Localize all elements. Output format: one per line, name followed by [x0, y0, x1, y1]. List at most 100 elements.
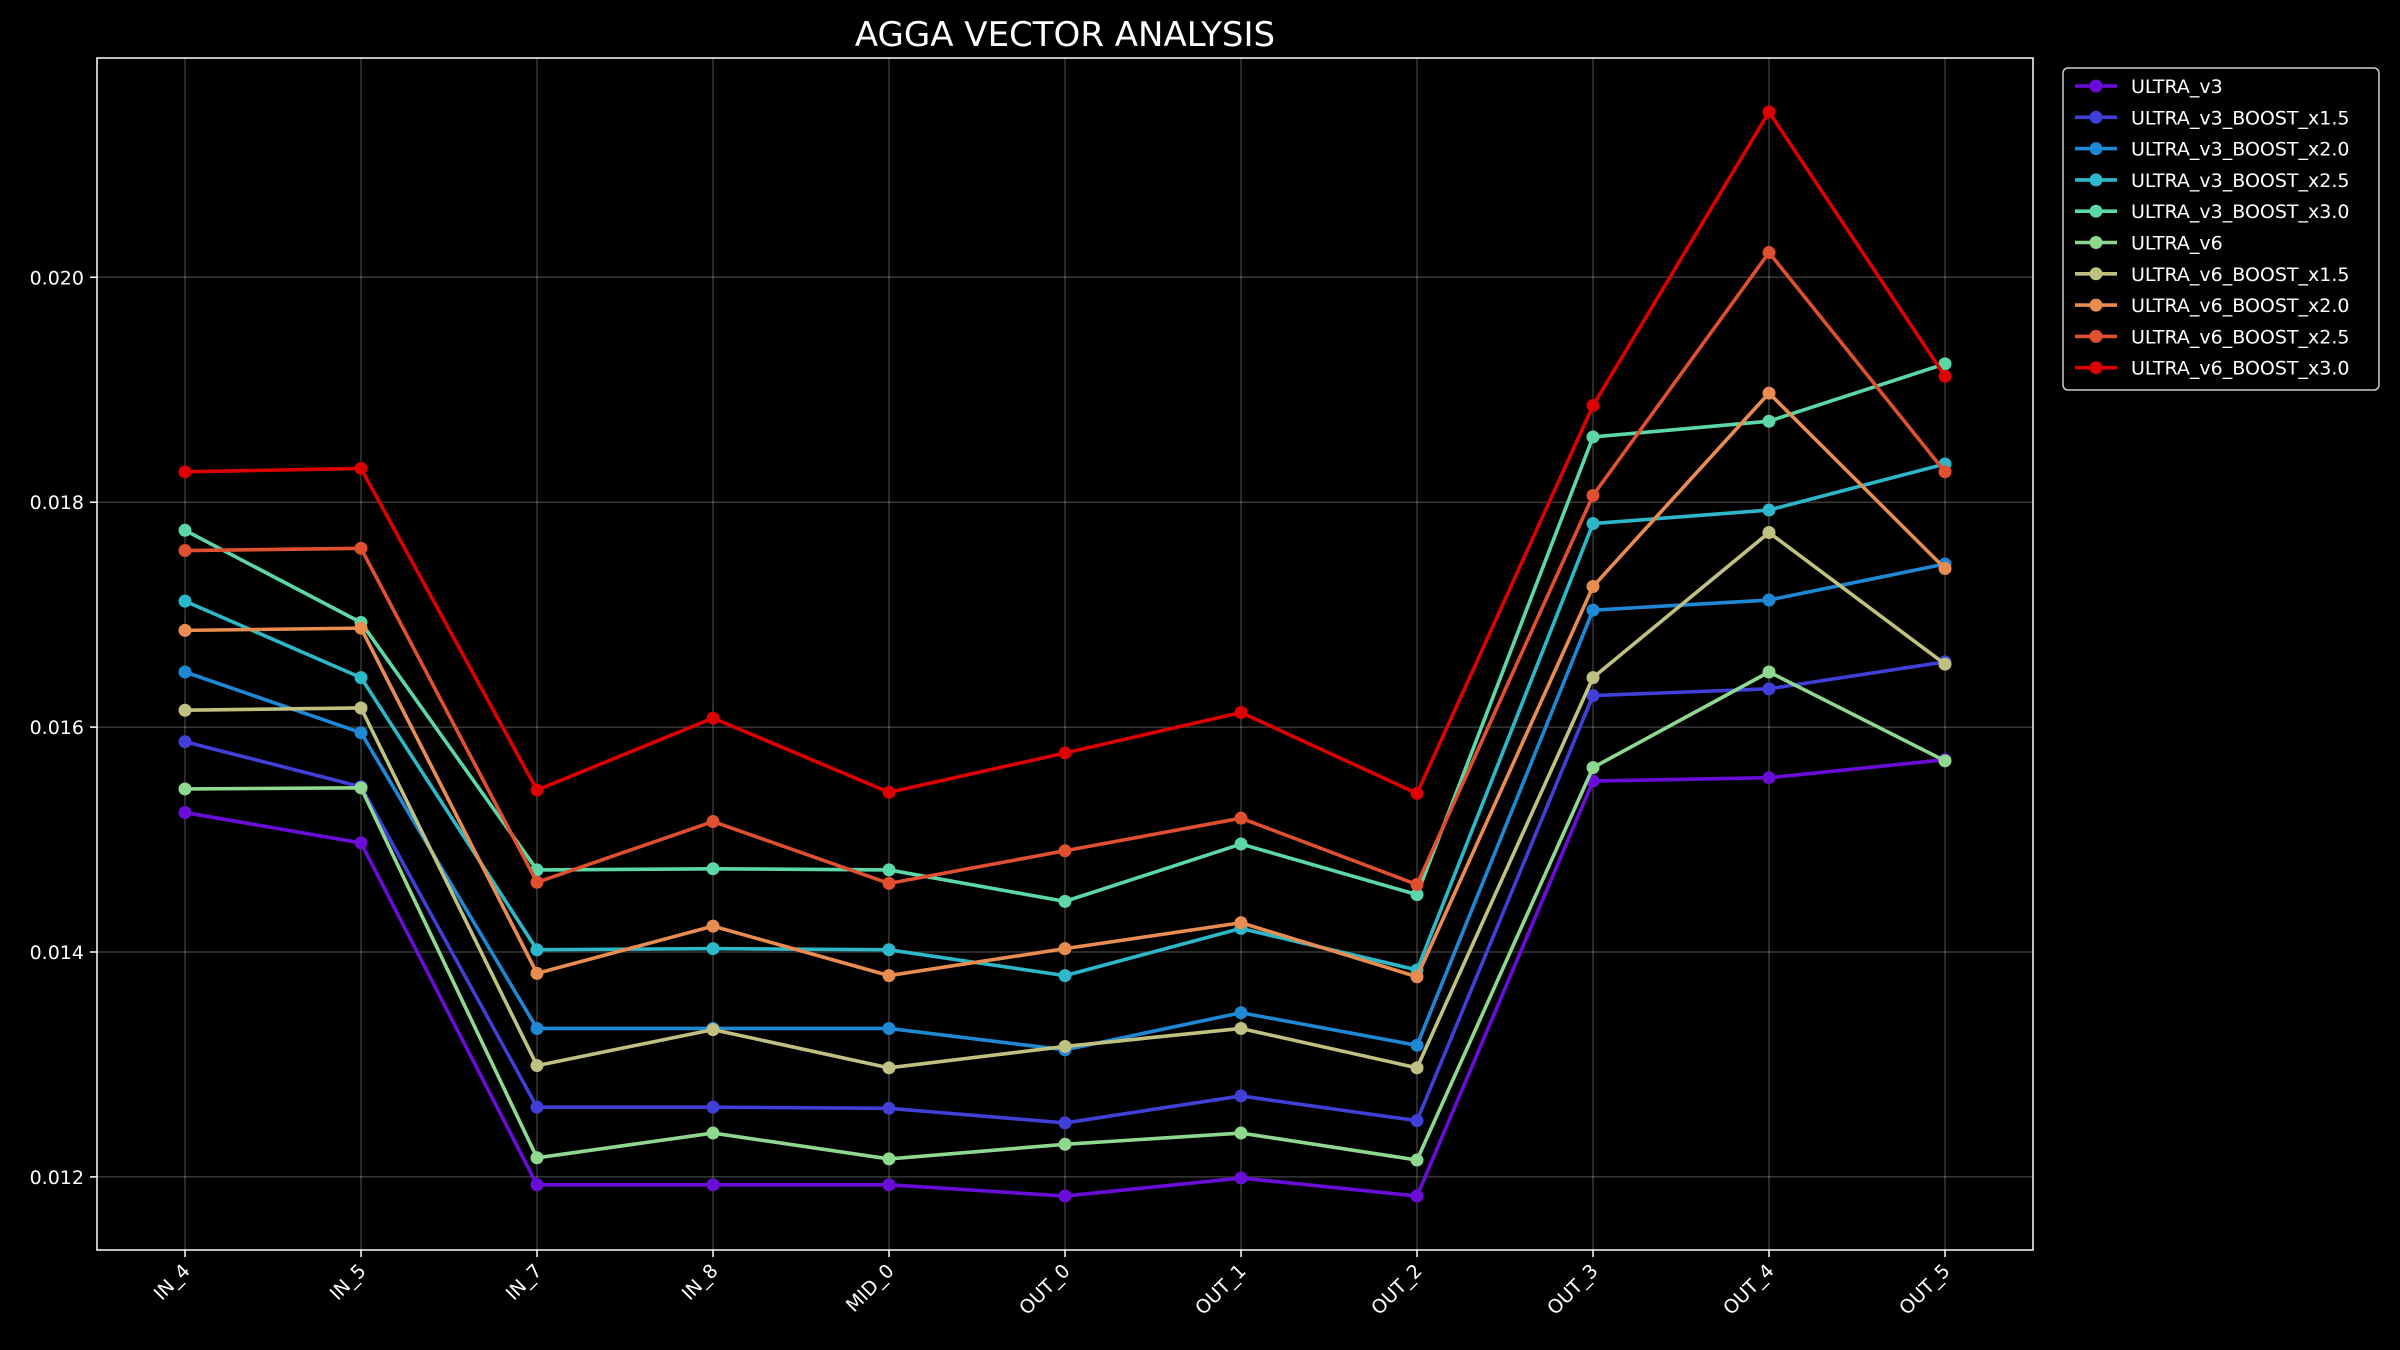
- legend-label: ULTRA_v3_BOOST_x2.5: [2131, 170, 2349, 192]
- data-point: [1586, 580, 1600, 594]
- data-point: [1234, 1126, 1248, 1140]
- data-point: [882, 1178, 896, 1192]
- data-point: [1058, 1039, 1072, 1053]
- data-point: [882, 863, 896, 877]
- data-point: [530, 783, 544, 797]
- data-point: [530, 966, 544, 980]
- data-point: [1410, 1061, 1424, 1075]
- legend: ULTRA_v3 ULTRA_v3_BOOST_x1.5 ULTRA_v3_BOOS…: [2062, 67, 2380, 391]
- data-point: [1234, 1006, 1248, 1020]
- data-point: [530, 1100, 544, 1114]
- series-ULTRA_v6: [178, 665, 1952, 1167]
- data-point: [882, 1061, 896, 1075]
- series-lines: [178, 105, 1952, 1203]
- legend-marker: [2089, 79, 2103, 93]
- data-point: [530, 1059, 544, 1073]
- data-point: [178, 594, 192, 608]
- data-point: [354, 621, 368, 635]
- data-point: [1058, 942, 1072, 956]
- data-point: [706, 862, 720, 876]
- data-point: [1938, 465, 1952, 479]
- data-point: [1410, 1189, 1424, 1203]
- data-point: [882, 1101, 896, 1115]
- data-point: [178, 735, 192, 749]
- data-point: [1762, 105, 1776, 119]
- data-point: [1762, 526, 1776, 540]
- data-point: [1234, 837, 1248, 851]
- data-point: [1762, 246, 1776, 260]
- data-point: [882, 1152, 896, 1166]
- data-point: [530, 875, 544, 889]
- data-point: [1058, 1116, 1072, 1130]
- data-point: [178, 665, 192, 679]
- legend-box: [2062, 67, 2380, 391]
- data-point: [1762, 665, 1776, 679]
- legend-label: ULTRA_v3_BOOST_x1.5: [2131, 107, 2349, 129]
- data-point: [530, 943, 544, 957]
- legend-marker: [2089, 110, 2103, 124]
- data-point: [1234, 705, 1248, 719]
- data-point: [1762, 503, 1776, 517]
- data-point: [1938, 657, 1952, 671]
- data-point: [1058, 894, 1072, 908]
- series-ULTRA_v6_BOOST_x2.0: [178, 386, 1952, 984]
- data-point: [1234, 811, 1248, 825]
- legend-marker: [2089, 267, 2103, 281]
- data-point: [1762, 682, 1776, 696]
- data-point: [1234, 1171, 1248, 1185]
- data-point: [1410, 878, 1424, 892]
- data-point: [706, 1023, 720, 1037]
- data-point: [354, 541, 368, 555]
- data-point: [882, 1021, 896, 1035]
- data-point: [706, 1100, 720, 1114]
- data-point: [354, 726, 368, 740]
- series-ULTRA_v6_BOOST_x1.5: [178, 526, 1952, 1075]
- data-point: [354, 836, 368, 850]
- data-point: [1058, 844, 1072, 858]
- series-ULTRA_v6_BOOST_x2.5: [178, 246, 1952, 892]
- data-point: [1938, 369, 1952, 383]
- data-point: [530, 1178, 544, 1192]
- data-point: [1410, 1153, 1424, 1167]
- data-point: [178, 782, 192, 796]
- data-point: [1938, 562, 1952, 576]
- data-point: [1762, 771, 1776, 785]
- legend-marker: [2089, 142, 2103, 156]
- y-tick-label: 0.012: [30, 1167, 84, 1189]
- data-point: [1234, 1089, 1248, 1103]
- data-point: [1938, 754, 1952, 768]
- legend-label: ULTRA_v6_BOOST_x2.0: [2131, 295, 2349, 317]
- data-point: [1586, 488, 1600, 502]
- data-point: [178, 806, 192, 820]
- data-point: [1586, 430, 1600, 444]
- data-point: [1410, 1114, 1424, 1128]
- chart-title: AGGA VECTOR ANALYSIS: [855, 15, 1275, 55]
- data-point: [706, 711, 720, 725]
- data-point: [1058, 1137, 1072, 1151]
- plot-frame: [96, 57, 2034, 1251]
- data-point: [882, 943, 896, 957]
- y-tick-label: 0.016: [30, 717, 84, 739]
- legend-label: ULTRA_v3: [2131, 76, 2223, 98]
- data-point: [706, 1126, 720, 1140]
- data-point: [1058, 969, 1072, 983]
- series-ULTRA_v6_BOOST_x3.0: [178, 105, 1952, 800]
- data-point: [1762, 414, 1776, 428]
- y-tick-label: 0.020: [30, 267, 84, 289]
- legend-label: ULTRA_v6_BOOST_x3.0: [2131, 358, 2349, 380]
- data-point: [1410, 1038, 1424, 1052]
- data-point: [1410, 786, 1424, 800]
- data-point: [1938, 357, 1952, 371]
- data-point: [354, 461, 368, 475]
- legend-label: ULTRA_v3_BOOST_x2.0: [2131, 139, 2349, 161]
- y-axis-ticks: 0.012 0.014 0.016 0.018 0.020: [30, 267, 97, 1189]
- data-point: [178, 523, 192, 537]
- data-point: [1586, 671, 1600, 685]
- data-point: [354, 701, 368, 715]
- data-point: [1234, 916, 1248, 930]
- data-point: [882, 785, 896, 799]
- data-point: [706, 815, 720, 829]
- data-point: [354, 781, 368, 795]
- data-point: [706, 919, 720, 933]
- data-point: [1586, 761, 1600, 775]
